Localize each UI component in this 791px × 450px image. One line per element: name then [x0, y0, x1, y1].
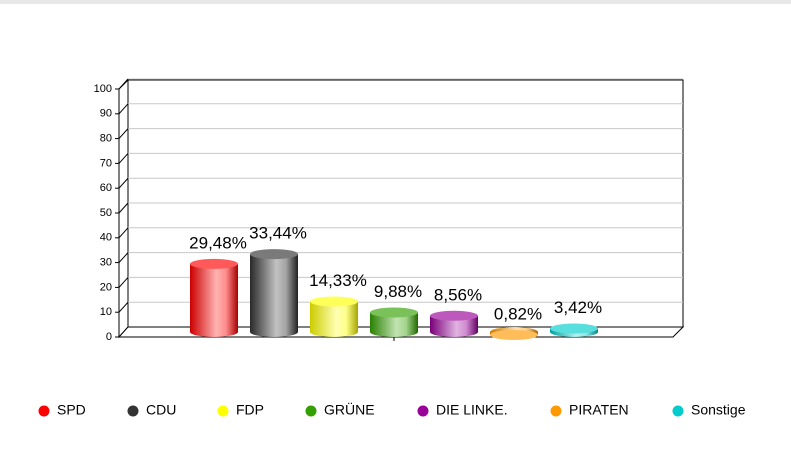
legend-marker	[38, 405, 50, 417]
y-tick-label: 30	[100, 257, 112, 269]
legend-label: FDP	[236, 402, 264, 418]
bar	[190, 263, 238, 332]
grid-line-side	[118, 227, 129, 239]
bar-top	[550, 323, 598, 334]
grid-line-side	[118, 202, 129, 214]
value-label: 9,88%	[374, 282, 422, 301]
grid-line-side	[118, 177, 129, 189]
legend-label: Sonstige	[691, 402, 746, 418]
value-label: 0,82%	[494, 304, 542, 323]
grid-line-side	[118, 277, 129, 288]
value-label: 8,56%	[434, 285, 482, 304]
legend-marker	[672, 405, 684, 417]
legend-label: CDU	[146, 402, 176, 418]
grid-line-side	[118, 78, 129, 90]
top-strip	[0, 0, 791, 4]
legend-marker	[550, 405, 562, 417]
legend-label: GRÜNE	[324, 401, 375, 418]
y-tick-label: 40	[100, 232, 112, 244]
legend-marker	[305, 405, 317, 417]
y-tick-label: 10	[100, 306, 112, 318]
bar	[370, 312, 418, 332]
y-tick-label: 50	[100, 207, 112, 219]
grid-line-side	[118, 103, 129, 115]
y-tick-label: 70	[100, 157, 112, 169]
y-tick-label: 0	[106, 331, 112, 343]
legend-label: SPD	[57, 402, 86, 418]
legend-marker	[417, 405, 429, 417]
bar-top	[310, 296, 358, 307]
value-label: 14,33%	[309, 271, 367, 290]
bar-top	[250, 249, 298, 260]
legend-label: DIE LINKE.	[436, 402, 508, 418]
bar	[310, 301, 358, 332]
legend-marker	[127, 405, 139, 417]
legend-marker	[217, 405, 229, 417]
value-label: 33,44%	[249, 224, 307, 243]
grid-line-side	[118, 153, 129, 164]
value-label: 3,42%	[554, 298, 602, 317]
grid-line-side	[118, 128, 129, 139]
bar	[250, 254, 298, 332]
bar-top	[490, 329, 538, 340]
bar-top	[190, 258, 238, 269]
y-tick-label: 100	[94, 83, 112, 95]
grid-line-side	[118, 252, 129, 263]
y-tick-label: 60	[100, 182, 112, 194]
bar-top	[370, 307, 418, 318]
y-tick-label: 90	[100, 108, 112, 120]
bar-top	[430, 310, 478, 321]
value-label: 29,48%	[189, 233, 247, 252]
grid-line-side	[118, 301, 129, 313]
y-tick-label: 80	[100, 133, 112, 145]
y-tick-label: 20	[100, 281, 112, 293]
legend-label: PIRATEN	[569, 402, 629, 418]
